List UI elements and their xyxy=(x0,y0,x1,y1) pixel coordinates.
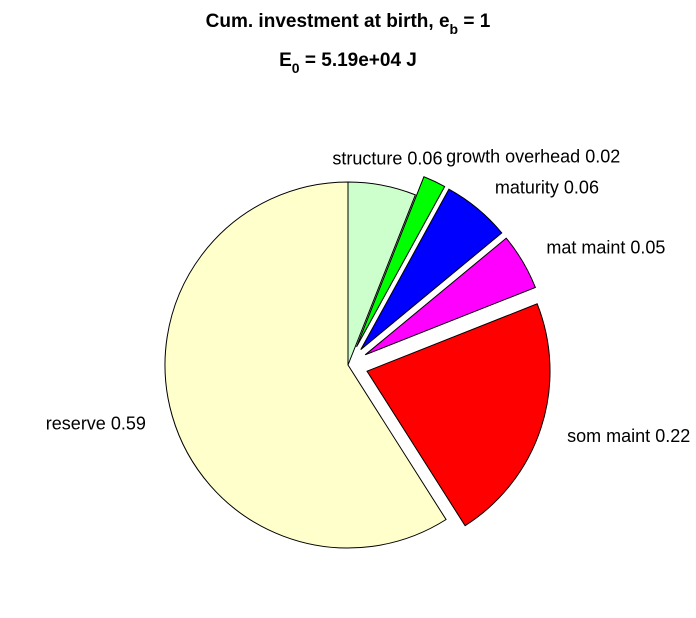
slice-value: 0.02 xyxy=(585,146,620,166)
subtitle-text: E xyxy=(279,50,292,71)
slice-value: 0.22 xyxy=(655,426,690,446)
subtitle-rest: = 5.19e+04 J xyxy=(300,50,417,71)
chart-subtitle: E0 = 5.19e+04 J xyxy=(279,50,417,76)
slice-value: 0.06 xyxy=(564,177,599,197)
slice-value: 0.06 xyxy=(407,148,442,168)
slice-label: structure 0.06 xyxy=(332,148,442,168)
title-text: Cum. investment at birth, e xyxy=(206,11,450,32)
title-rest: = 1 xyxy=(458,11,491,32)
slice-name: maturity xyxy=(495,177,559,197)
pie-slice xyxy=(164,181,447,549)
pie-slice xyxy=(364,237,537,356)
slice-value: 0.05 xyxy=(630,238,665,258)
slice-label: growth overhead 0.02 xyxy=(446,146,620,166)
title-sub: b xyxy=(450,21,459,37)
pie-slice xyxy=(356,176,446,348)
slice-label: maturity 0.06 xyxy=(495,177,599,197)
subtitle-sub: 0 xyxy=(292,60,300,76)
slice-label: mat maint 0.05 xyxy=(546,238,665,258)
slice-name: growth overhead xyxy=(446,146,580,166)
slice-name: structure xyxy=(332,148,402,168)
slice-value: 0.59 xyxy=(111,414,146,434)
chart-title: Cum. investment at birth, eb = 1 xyxy=(206,11,491,37)
pie-slice xyxy=(366,303,551,527)
pie-slice xyxy=(360,188,503,350)
slice-name: reserve xyxy=(46,414,106,434)
slice-name: som maint xyxy=(567,426,650,446)
slice-label: som maint 0.22 xyxy=(567,426,690,446)
slice-label: reserve 0.59 xyxy=(46,414,146,434)
slice-name: mat maint xyxy=(546,238,625,258)
